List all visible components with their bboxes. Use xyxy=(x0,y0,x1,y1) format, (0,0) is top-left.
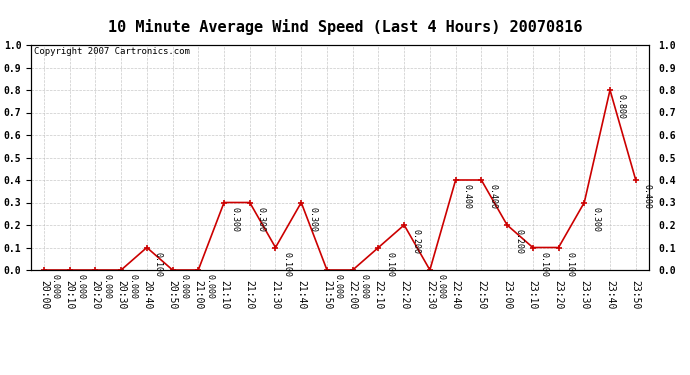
Text: Copyright 2007 Cartronics.com: Copyright 2007 Cartronics.com xyxy=(34,47,190,56)
Text: 0.000: 0.000 xyxy=(102,274,111,299)
Text: 0.200: 0.200 xyxy=(514,229,523,254)
Text: 0.400: 0.400 xyxy=(642,184,651,209)
Text: 0.000: 0.000 xyxy=(51,274,60,299)
Text: 0.000: 0.000 xyxy=(128,274,137,299)
Text: 0.000: 0.000 xyxy=(179,274,188,299)
Text: 0.000: 0.000 xyxy=(77,274,86,299)
Text: 0.800: 0.800 xyxy=(617,94,626,119)
Text: 0.400: 0.400 xyxy=(489,184,497,209)
Text: 0.400: 0.400 xyxy=(462,184,471,209)
Text: 0.100: 0.100 xyxy=(566,252,575,277)
Text: 0.300: 0.300 xyxy=(231,207,240,232)
Text: 0.300: 0.300 xyxy=(257,207,266,232)
Text: 0.000: 0.000 xyxy=(437,274,446,299)
Text: 0.000: 0.000 xyxy=(334,274,343,299)
Text: 0.100: 0.100 xyxy=(154,252,163,277)
Text: 0.300: 0.300 xyxy=(308,207,317,232)
Text: 0.100: 0.100 xyxy=(540,252,549,277)
Text: 10 Minute Average Wind Speed (Last 4 Hours) 20070816: 10 Minute Average Wind Speed (Last 4 Hou… xyxy=(108,19,582,35)
Text: 0.100: 0.100 xyxy=(282,252,291,277)
Text: 0.300: 0.300 xyxy=(591,207,600,232)
Text: 0.200: 0.200 xyxy=(411,229,420,254)
Text: 0.100: 0.100 xyxy=(386,252,395,277)
Text: 0.000: 0.000 xyxy=(359,274,368,299)
Text: 0.000: 0.000 xyxy=(205,274,215,299)
